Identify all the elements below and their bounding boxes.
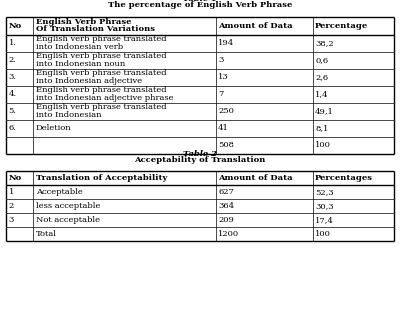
- Text: 3: 3: [8, 216, 14, 224]
- Text: English Verb Phrase: English Verb Phrase: [36, 18, 131, 26]
- Text: 2: 2: [8, 202, 14, 210]
- Text: 2,6: 2,6: [315, 73, 328, 81]
- Text: No: No: [8, 174, 22, 182]
- Text: English verb phrase translated: English verb phrase translated: [36, 35, 166, 43]
- Text: 30,3: 30,3: [315, 202, 334, 210]
- Text: into Indonesian verb: into Indonesian verb: [36, 43, 123, 51]
- Text: 41: 41: [218, 124, 229, 132]
- Text: 8,1: 8,1: [315, 124, 328, 132]
- Text: into Indonesian noun: into Indonesian noun: [36, 60, 125, 68]
- Text: 1200: 1200: [218, 230, 239, 238]
- Text: into Indonesian adjective phrase: into Indonesian adjective phrase: [36, 94, 173, 102]
- Text: 100: 100: [315, 141, 331, 149]
- Text: Not acceptable: Not acceptable: [36, 216, 100, 224]
- Text: 7: 7: [218, 90, 223, 98]
- Text: Table 1: Table 1: [183, 0, 217, 3]
- Text: 1: 1: [8, 188, 14, 196]
- Text: Table 2: Table 2: [183, 150, 217, 158]
- Text: Acceptable: Acceptable: [36, 188, 82, 196]
- Text: No: No: [8, 22, 22, 30]
- Text: English verb phrase translated: English verb phrase translated: [36, 86, 166, 94]
- Text: English verb phrase translated: English verb phrase translated: [36, 69, 166, 77]
- Text: 627: 627: [218, 188, 234, 196]
- Text: 250: 250: [218, 107, 234, 115]
- Text: 6.: 6.: [8, 124, 16, 132]
- Text: Deletion: Deletion: [36, 124, 71, 132]
- Text: Amount of Data: Amount of Data: [218, 174, 293, 182]
- Text: 4.: 4.: [8, 90, 17, 98]
- Text: Percentages: Percentages: [315, 174, 373, 182]
- Text: into Indonesian: into Indonesian: [36, 111, 101, 119]
- Text: Acceptability of Translation: Acceptability of Translation: [134, 156, 266, 164]
- Text: 13: 13: [218, 73, 229, 81]
- Text: 364: 364: [218, 202, 234, 210]
- Text: 0,6: 0,6: [315, 56, 328, 64]
- Text: English verb phrase translated: English verb phrase translated: [36, 52, 166, 60]
- Text: 100: 100: [315, 230, 331, 238]
- Text: Amount of Data: Amount of Data: [218, 22, 293, 30]
- Text: 3: 3: [218, 56, 223, 64]
- Text: Of Translation Variations: Of Translation Variations: [36, 25, 155, 33]
- Text: English verb phrase translated: English verb phrase translated: [36, 103, 166, 111]
- Text: The percentage of English Verb Phrase: The percentage of English Verb Phrase: [108, 1, 292, 9]
- Text: less acceptable: less acceptable: [36, 202, 100, 210]
- Text: 17,4: 17,4: [315, 216, 334, 224]
- Text: 52,3: 52,3: [315, 188, 334, 196]
- Text: into Indonesian adjective: into Indonesian adjective: [36, 77, 142, 85]
- Text: 209: 209: [218, 216, 234, 224]
- Text: 38,2: 38,2: [315, 39, 334, 47]
- Text: Total: Total: [36, 230, 57, 238]
- Text: 5.: 5.: [8, 107, 16, 115]
- Text: 508: 508: [218, 141, 234, 149]
- Text: 194: 194: [218, 39, 234, 47]
- Text: Translation of Acceptability: Translation of Acceptability: [36, 174, 167, 182]
- Text: 2.: 2.: [8, 56, 16, 64]
- Text: 1,4: 1,4: [315, 90, 328, 98]
- Text: 49,1: 49,1: [315, 107, 334, 115]
- Text: Percentage: Percentage: [315, 22, 368, 30]
- Text: 3.: 3.: [8, 73, 16, 81]
- Text: 1.: 1.: [8, 39, 16, 47]
